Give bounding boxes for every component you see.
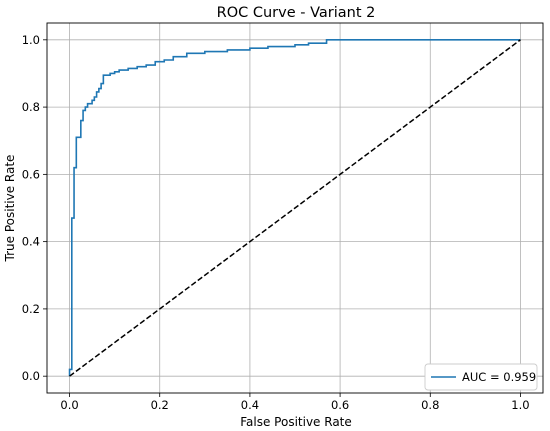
x-tick-label: 0.6: [331, 398, 349, 412]
x-tick-label: 0.2: [151, 398, 169, 412]
y-axis-label: True Positive Rate: [3, 155, 17, 263]
x-tick-label: 0.4: [241, 398, 259, 412]
x-tick-label: 0.0: [60, 398, 78, 412]
y-tick-label: 1.0: [22, 33, 40, 47]
y-tick-label: 0.0: [22, 369, 40, 383]
plot-frame: [46, 22, 544, 394]
y-tick-label: 0.2: [22, 302, 40, 316]
x-tick-label: 1.0: [511, 398, 529, 412]
roc-curve-line: [68, 39, 521, 377]
chance-diagonal-line: [69, 39, 521, 377]
legend: AUC = 0.959: [424, 363, 538, 391]
y-axis-ticks: 0.0 0.2 0.4 0.6 0.8 1.0: [22, 33, 47, 383]
y-tick-label: 0.6: [22, 167, 40, 181]
legend-box: [424, 363, 538, 391]
grid: [47, 23, 543, 393]
x-axis-label: False Positive Rate: [240, 415, 352, 429]
plot-lines: [68, 39, 521, 377]
chart-title: ROC Curve - Variant 2: [217, 5, 376, 21]
y-tick-label: 0.8: [22, 100, 40, 114]
y-tick-label: 0.4: [22, 235, 40, 249]
x-tick-label: 0.8: [421, 398, 439, 412]
legend-label: AUC = 0.959: [462, 370, 536, 384]
x-axis-ticks: 0.0 0.2 0.4 0.6 0.8 1.0: [60, 393, 530, 412]
